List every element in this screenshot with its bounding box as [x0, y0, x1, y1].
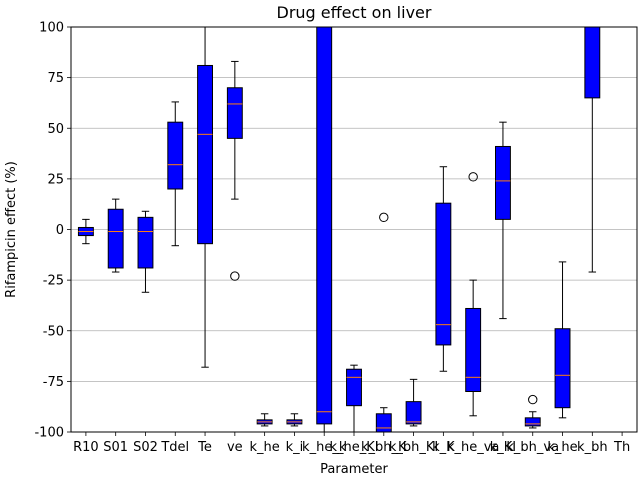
x-tick-label: k_he_k: [302, 440, 347, 455]
x-tick-label: k_he_KI: [329, 440, 378, 455]
box-group: [405, 378, 422, 427]
y-tick-label: -100: [34, 426, 64, 441]
box-group: [77, 218, 94, 245]
x-tick-label: Tdel: [160, 440, 189, 455]
box-group: [465, 172, 482, 417]
y-tick-label: 0: [56, 223, 64, 238]
x-tick-label: S02: [133, 440, 158, 455]
outlier-point: [468, 172, 478, 182]
box-group: [256, 413, 273, 427]
x-tick-label: Th: [613, 440, 630, 455]
x-tick-label: k_he: [547, 440, 577, 455]
box: [554, 328, 571, 409]
box-group: [226, 60, 243, 281]
y-tick-label: 25: [47, 172, 64, 187]
x-axis-title: Parameter: [320, 462, 388, 477]
y-tick-label: -50: [43, 324, 64, 339]
box: [375, 413, 392, 433]
box: [524, 417, 541, 427]
x-tick-label: k_he: [249, 440, 279, 455]
box-group: [554, 261, 571, 419]
x-tick-label: k_KI: [490, 440, 516, 455]
box-group: [107, 198, 124, 273]
box-layer: [77, 26, 601, 433]
x-tick-label: k_K: [432, 440, 455, 455]
box-group: [137, 210, 154, 293]
y-tick-label: 50: [47, 122, 64, 137]
box-group: [435, 166, 452, 372]
x-tick-label: R10: [73, 440, 99, 455]
box-group: [346, 364, 362, 432]
x-tick-label: k_bh_va: [506, 440, 559, 455]
box: [226, 87, 243, 139]
y-tick-label: 100: [39, 21, 64, 36]
axis-layer: -100 -75 -50 -25 0 25 50 75 100 R10 S01 S02 Tdel Te ve…: [34, 21, 630, 456]
box-group: [584, 26, 601, 273]
box: [137, 216, 154, 269]
box: [316, 26, 333, 425]
x-tick-label: S01: [103, 440, 128, 455]
outlier-point: [230, 271, 240, 281]
x-tick-label: k_bh: [577, 440, 608, 455]
outlier-point: [528, 394, 538, 405]
box-group: [167, 101, 184, 247]
y-axis-title: Rifampicin effect (%): [4, 161, 19, 298]
box-group: [197, 27, 214, 368]
box: [584, 26, 601, 99]
box: [346, 368, 362, 407]
outlier-point: [379, 212, 389, 223]
box-group: [524, 394, 541, 429]
box: [167, 121, 184, 190]
box-group: [316, 26, 333, 432]
y-tick-label: 75: [47, 71, 64, 86]
chart-title: Drug effect on liver: [277, 3, 432, 22]
box: [465, 307, 482, 393]
x-tick-label: k_he_va: [447, 440, 499, 455]
y-tick-label: -25: [43, 274, 64, 289]
box-group: [375, 212, 392, 433]
box: [435, 202, 452, 346]
box-group: [286, 413, 303, 427]
y-tick-label: -75: [43, 375, 64, 390]
box: [107, 208, 124, 269]
x-tick-label: ve: [227, 440, 243, 455]
x-tick-label: k_i: [286, 440, 304, 455]
x-tick-label: k_bh_KI: [389, 440, 438, 455]
box-group: [495, 121, 511, 320]
x-tick-label: k_bh_K: [361, 440, 407, 455]
box: [197, 64, 214, 245]
box: [405, 401, 422, 425]
x-tick-label: Te: [197, 440, 212, 455]
box: [495, 145, 511, 220]
